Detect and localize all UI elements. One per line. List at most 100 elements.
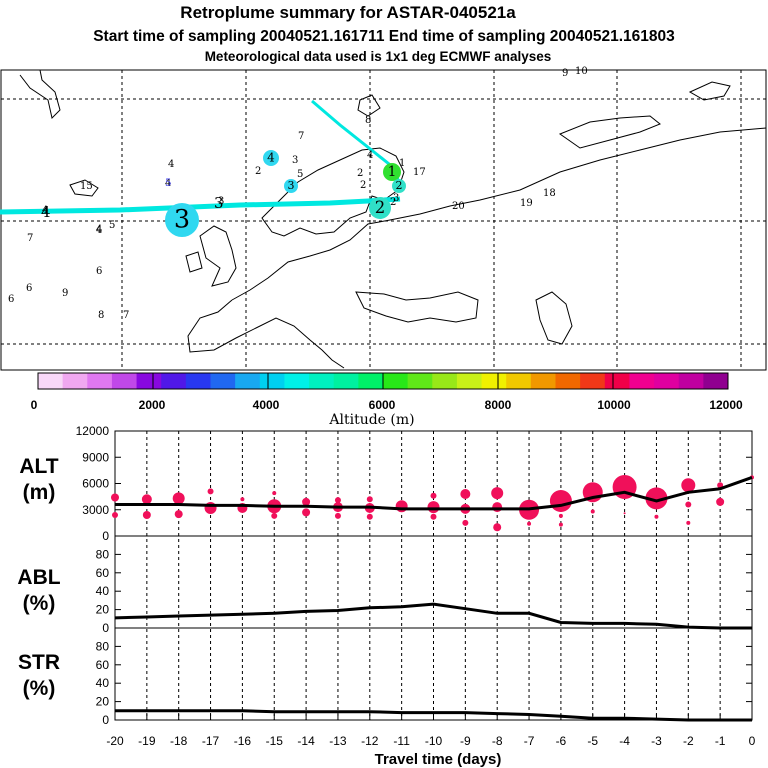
colorbar-swatch [210,373,236,389]
altitude-dot [141,494,152,505]
altitude-dot [112,512,118,518]
altitude-dot [174,510,183,519]
coastline-black-sea [355,291,479,323]
colorbar-tick-6000: 6000 [369,398,396,412]
series-line-str [115,709,752,722]
alt-panel-label: ALT [19,455,58,478]
altitude-dot [527,521,532,526]
alt-panel-unit: (m) [23,481,56,504]
altitude-dot [240,497,245,502]
x-tick-label: -9 [460,734,471,748]
altitude-dot [302,497,311,506]
x-tick-label: -1 [715,734,726,748]
colorbar-swatch [654,373,680,389]
colorbar-swatch [284,373,310,389]
colorbar-swatch [111,373,138,389]
colorbar-tick-0: 0 [31,398,38,412]
colorbar-swatch [629,373,655,389]
cluster-marker [165,203,199,237]
cluster-marker [392,179,406,193]
colorbar-tick-10000: 10000 [597,398,631,412]
x-tick-label: -15 [266,734,284,748]
map-number: 20 [452,201,465,212]
abl-panel-label: ABL [17,566,60,589]
colorbar-swatch [87,373,113,389]
x-tick-label: -10 [425,734,443,748]
colorbar-swatch [407,373,433,389]
x-tick-label: -17 [202,734,220,748]
map-number: 4 [165,178,171,189]
y-tick-label: 0 [102,713,109,727]
x-tick-label: -14 [297,734,315,748]
colorbar-swatch [456,373,483,389]
altitude-dot [558,513,563,518]
altitude-dot [111,493,119,502]
y-tick-label: 20 [96,603,110,617]
y-tick-label: 80 [96,639,110,653]
map-number: 2 [360,180,366,191]
map-number: 8 [98,310,104,321]
x-tick-label: -7 [524,734,535,748]
map-number: 7 [27,233,33,244]
coastlines [19,69,767,369]
altitude-dot [366,513,373,520]
map-number: 19 [520,198,533,209]
coastline-iceland [69,179,99,197]
y-tick-label: 9000 [82,450,109,464]
x-tick-label: -8 [492,734,503,748]
map-frame [0,69,767,371]
colorbar-swatch [604,373,630,389]
altitude-dot [493,523,502,532]
coastline-europe-north [231,127,767,301]
coastline-severnaya [688,81,731,101]
series-line-abl [114,602,752,630]
y-tick-label: 12000 [76,424,110,438]
map-number: 5 [297,169,303,180]
map-number: 9 [62,288,68,299]
str-panel-label: STR [18,651,60,674]
colorbar-swatch [678,373,704,389]
colorbar-tick-4000: 4000 [253,398,280,412]
y-tick-label: 0 [102,529,109,543]
map-number: 4 [367,150,373,161]
map-number: 6 [96,266,102,277]
x-tick-label: -20 [106,734,124,748]
map-number: 5 [165,178,171,189]
map-number: 4 [96,224,102,235]
x-axis-label: Travel time (days) [375,751,502,768]
colorbar-tick-8000: 8000 [485,398,512,412]
altitude-dot [681,478,696,493]
colorbar-swatch [555,373,581,389]
altitude-dot [491,487,504,500]
y-tick-label: 3000 [82,503,109,517]
y-tick-label: 0 [102,621,109,635]
trajectory-label-3: 3 [214,194,224,212]
colorbar-swatch [703,373,729,389]
colorbar-swatch [259,373,285,389]
map-number: 3 [393,193,399,204]
altitude-dot [492,502,503,513]
map-number: 5 [109,220,115,231]
colorbar-label: Altitude (m) [328,412,414,428]
trajectory-label-4: 4 [41,203,51,221]
cluster-marker [263,150,279,166]
map-number: 2 [357,168,363,179]
cluster-label: 4 [267,151,275,165]
y-tick-label: 60 [96,658,110,672]
cluster-label: 2 [375,198,386,217]
map-number: 3 [292,155,298,166]
colorbar-swatch [383,373,409,389]
altitude-dot [462,519,469,526]
altitude-dot [549,490,572,512]
map-number: 17 [413,167,426,178]
coastline-scandinavia [261,147,405,237]
x-tick-label: -18 [170,734,188,748]
cluster-label: 3 [288,179,295,192]
map-number: 6 [26,283,32,294]
colorbar-swatch [506,373,532,389]
sampling-times: Start time of sampling 20040521.161711 E… [93,28,675,45]
